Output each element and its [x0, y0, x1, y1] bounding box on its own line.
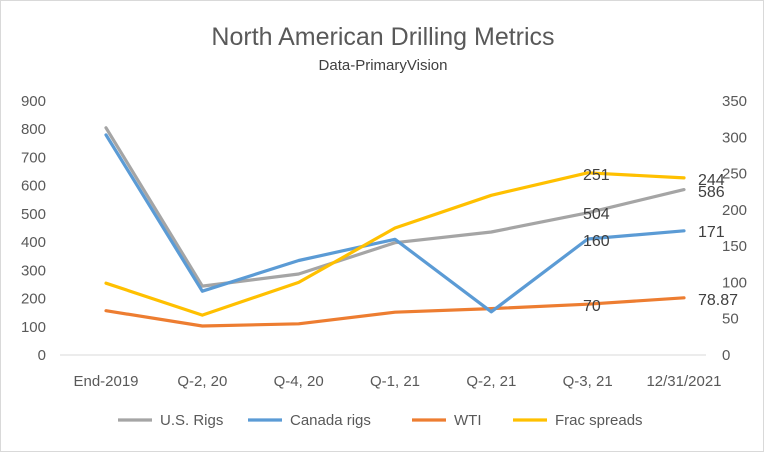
- data-label-canada-rigs: 171: [698, 224, 725, 241]
- legend-label: Frac spreads: [555, 412, 643, 429]
- x-tick-label: Q-3, 21: [563, 373, 613, 390]
- y-left-tick-label: 400: [21, 234, 46, 251]
- x-tick-label: End-2019: [73, 373, 138, 390]
- series-line-canada-rigs: [104, 133, 686, 314]
- legend: U.S. Rigs Canada rigs WTI Frac spreads: [118, 412, 643, 429]
- legend-label: U.S. Rigs: [160, 412, 223, 429]
- axes: 0 100 200 300 400 500 600 700 800 900 0 50 100 150 200…: [21, 93, 747, 390]
- series-lines: [104, 126, 686, 328]
- x-tick-label: 12/31/2021: [646, 373, 721, 390]
- legend-label: WTI: [454, 412, 482, 429]
- y-left-tick-label: 100: [21, 319, 46, 336]
- y-right-tick-label: 50: [722, 311, 739, 328]
- data-label-frac-spreads: 244: [698, 172, 725, 189]
- series-line-frac-spreads: [104, 171, 686, 317]
- series-line-wti: [104, 296, 686, 328]
- series-line-u-s-rigs: [104, 126, 686, 288]
- data-label-canada-rigs: 160: [583, 233, 610, 250]
- y-left-tick-label: 500: [21, 206, 46, 223]
- data-label-u-s-rigs: 586: [698, 184, 725, 201]
- y-left-tick-label: 300: [21, 262, 46, 279]
- x-tick-label: Q-4, 20: [274, 373, 324, 390]
- data-label-frac-spreads: 251: [583, 167, 610, 184]
- y-right-tick-label: 300: [722, 129, 747, 146]
- data-labels: 504 586 160 171 70 78.87 251 244: [583, 167, 738, 315]
- y-left-tick-label: 900: [21, 93, 46, 110]
- y-right-tick-label: 250: [722, 166, 747, 183]
- y-left-tick-label: 700: [21, 149, 46, 166]
- y-left-tick-label: 800: [21, 121, 46, 138]
- x-tick-label: Q-1, 21: [370, 373, 420, 390]
- y-left-tick-label: 0: [38, 347, 46, 364]
- y-right-tick-label: 150: [722, 238, 747, 255]
- data-label-wti: 78.87: [698, 292, 738, 309]
- data-label-wti: 70: [583, 298, 601, 315]
- y-right-tick-label: 0: [722, 347, 730, 364]
- y-right-tick-label: 350: [722, 93, 747, 110]
- data-label-u-s-rigs: 504: [583, 206, 610, 223]
- x-tick-label: Q-2, 21: [466, 373, 516, 390]
- y-left-tick-label: 600: [21, 178, 46, 195]
- y-right-tick-label: 200: [722, 202, 747, 219]
- x-tick-label: Q-2, 20: [177, 373, 227, 390]
- legend-label: Canada rigs: [290, 412, 371, 429]
- y-right-tick-label: 100: [722, 274, 747, 291]
- y-left-tick-label: 200: [21, 291, 46, 308]
- chart-subtitle: Data-PrimaryVision: [319, 57, 448, 74]
- chart-title: North American Drilling Metrics: [211, 23, 554, 51]
